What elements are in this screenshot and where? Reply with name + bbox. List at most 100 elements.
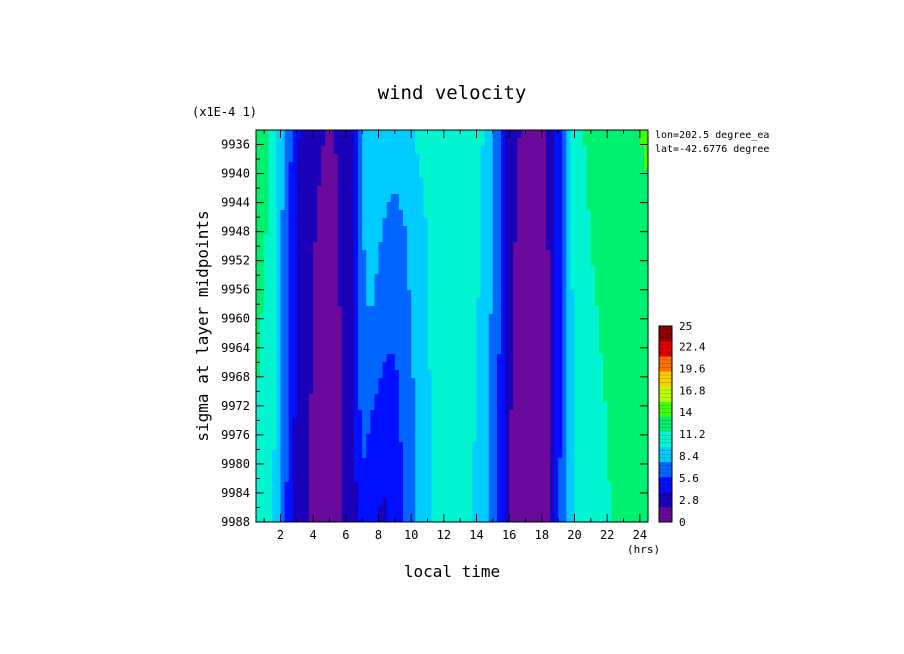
heatmap-cell [439,330,445,339]
heatmap-cell [447,458,453,467]
heatmap-cell [378,354,384,363]
heatmap-cell [427,450,433,459]
heatmap-cell [533,202,539,211]
heatmap-cell [643,306,648,315]
heatmap-cell [309,514,314,522]
heatmap-cell [382,282,388,291]
heatmap-cell [354,234,359,243]
heatmap-cell [394,354,400,363]
heatmap-cell [521,202,527,211]
heatmap-cell [415,474,420,483]
heatmap-cell [582,418,588,427]
heatmap-cell [619,442,625,451]
heatmap-cell [288,362,294,371]
heatmap-cell [288,314,294,323]
heatmap-cell [558,234,563,243]
heatmap-cell [492,322,498,331]
heatmap-cell [484,290,490,299]
heatmap-cell [574,338,580,347]
heatmap-cell [329,514,335,522]
heatmap-cell [260,258,265,267]
heatmap-cell [643,234,648,243]
heatmap-cell [317,514,322,522]
heatmap-cell [317,498,322,507]
heatmap-cell [513,186,518,195]
heatmap-cell [447,466,453,475]
heatmap-cell [447,322,453,331]
heatmap-cell [349,266,355,275]
heatmap-cell [562,426,567,435]
heatmap-cell [407,290,412,299]
heatmap-cell [480,218,486,227]
heatmap-cell [341,394,347,403]
heatmap-cell [582,290,588,299]
heatmap-cell [370,250,376,259]
heatmap-cell [615,170,621,179]
heatmap-cell [488,170,494,179]
heatmap-cell [329,146,335,155]
heatmap-cell [447,298,453,307]
heatmap-cell [627,130,633,139]
heatmap-cell [623,186,629,195]
heatmap-cell [521,474,527,483]
heatmap-cell [615,186,621,195]
heatmap-cell [366,426,371,435]
heatmap-cell [354,362,359,371]
heatmap-cell [509,202,514,211]
heatmap-cell [366,378,371,387]
heatmap-cell [362,234,367,243]
heatmap-cell [480,210,486,219]
heatmap-cell [594,282,600,291]
heatmap-cell [366,274,371,283]
heatmap-cell [313,490,318,499]
heatmap-cell [329,434,335,443]
heatmap-cell [349,274,355,283]
heatmap-cell [329,218,335,227]
heatmap-cell [370,274,376,283]
heatmap-cell [305,410,310,419]
heatmap-cell [309,370,314,379]
heatmap-cell [590,482,596,491]
heatmap-cell [256,450,261,459]
heatmap-cell [492,218,498,227]
heatmap-cell [349,410,355,419]
heatmap-cell [305,330,310,339]
heatmap-cell [296,346,302,355]
heatmap-cell [509,330,514,339]
heatmap-cell [452,138,457,147]
heatmap-cell [496,234,502,243]
heatmap-cell [603,138,608,147]
heatmap-cell [370,242,376,251]
heatmap-cell [464,154,469,163]
heatmap-cell [333,330,339,339]
heatmap-cell [268,290,273,299]
heatmap-cell [276,154,282,163]
heatmap-cell [431,282,437,291]
heatmap-cell [484,250,490,259]
heatmap-cell [370,322,376,331]
heatmap-cell [403,258,408,267]
heatmap-cell [472,210,478,219]
heatmap-cell [623,266,629,275]
heatmap-cell [513,170,518,179]
heatmap-cell [439,154,445,163]
heatmap-cell [468,178,474,187]
heatmap-cell [366,458,371,467]
heatmap-cell [488,234,494,243]
heatmap-cell [427,402,433,411]
heatmap-cell [505,202,510,211]
heatmap-cell [276,130,282,139]
heatmap-cell [341,338,347,347]
heatmap-cell [362,130,367,139]
heatmap-cell [435,506,441,515]
heatmap-cell [264,130,269,139]
heatmap-cell [292,514,298,522]
heatmap-cell [419,418,425,427]
heatmap-cell [325,234,331,243]
heatmap-cell [496,330,502,339]
heatmap-cell [419,506,425,515]
heatmap-cell [325,154,331,163]
heatmap-cell [374,474,380,483]
heatmap-cell [533,234,539,243]
heatmap-cell [615,418,621,427]
